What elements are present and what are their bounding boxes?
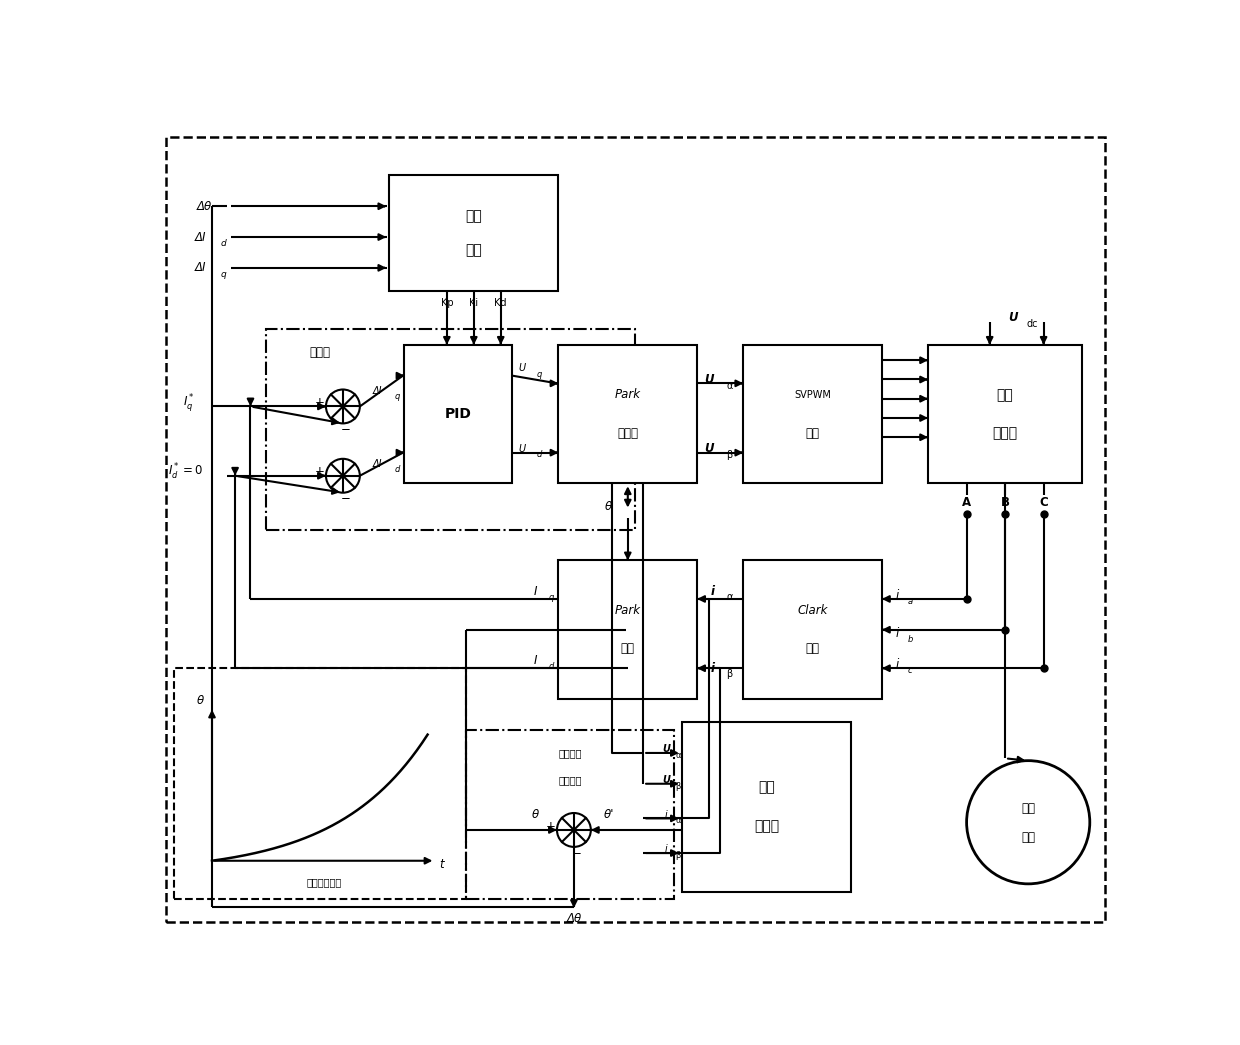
Text: α: α [675,750,681,760]
Text: 整定: 整定 [465,209,482,224]
Text: 调制: 调制 [806,427,820,440]
Text: U: U [1008,311,1018,324]
Text: α: α [675,816,681,826]
Text: 電機: 電機 [1022,831,1035,844]
Text: Park: Park [615,389,641,401]
Text: I: I [533,585,537,598]
Text: U: U [518,444,525,454]
Text: a: a [908,597,913,606]
Text: U: U [662,775,671,785]
Bar [174,668,466,900]
Text: i: i [665,844,667,854]
Text: dc: dc [1027,319,1038,329]
Text: Δθ: Δθ [197,200,212,213]
Text: θ: θ [605,501,613,513]
Bar [558,345,697,484]
Text: −: − [572,846,582,860]
Text: i: i [711,585,714,598]
Text: θ': θ' [604,808,614,821]
Text: U: U [662,744,671,754]
Text: ΔI: ΔI [373,459,382,469]
Text: +: + [315,465,325,479]
Text: 永磁: 永磁 [1022,802,1035,815]
Bar [466,729,675,900]
Bar [682,722,851,891]
Bar [389,176,558,291]
Text: Kp: Kp [440,298,453,307]
Text: $I_d^*=0$: $I_d^*=0$ [167,462,202,482]
Text: d: d [548,663,553,671]
Text: Ki: Ki [469,298,479,307]
Text: U: U [518,363,525,373]
Text: Kd: Kd [495,298,507,307]
Text: 三相: 三相 [997,388,1013,402]
Bar [404,345,512,484]
Text: q: q [537,370,542,378]
Text: Park: Park [615,604,641,617]
Text: β: β [727,450,733,460]
Text: $I_q^*$: $I_q^*$ [184,392,195,414]
Text: U: U [704,373,713,386]
Text: +: + [546,819,556,833]
Text: 角度估算: 角度估算 [558,748,582,758]
Text: 位置: 位置 [758,781,775,794]
Text: 电流环: 电流环 [309,346,330,359]
Text: β: β [727,670,733,679]
Text: t: t [439,858,444,872]
Text: i: i [895,627,899,641]
Text: ΔI: ΔI [195,231,206,243]
Text: α: α [727,593,733,602]
Text: d: d [394,465,399,474]
Text: 変換: 変換 [621,643,635,655]
Text: SVPWM: SVPWM [794,390,831,400]
Circle shape [326,390,360,423]
Text: Δθ: Δθ [567,912,582,925]
Text: I: I [533,654,537,667]
Text: i: i [895,658,899,671]
Text: 逆変換: 逆変換 [618,427,639,440]
Text: 逆変器: 逆変器 [992,426,1018,440]
Bar [743,345,882,484]
Text: 启动给定角度: 启动给定角度 [306,878,341,887]
Text: c: c [908,666,913,675]
Text: i: i [711,661,714,675]
Text: d: d [537,450,542,460]
Text: q: q [221,270,227,279]
Text: 変換: 変換 [806,643,820,655]
Text: q: q [394,392,399,401]
Circle shape [967,761,1090,884]
Circle shape [326,459,360,492]
Bar [743,560,882,699]
Text: 误差计算: 误差计算 [558,775,582,785]
Text: β: β [675,782,681,791]
Text: 模块: 模块 [465,243,482,257]
Circle shape [557,813,590,846]
Text: C: C [1039,496,1048,509]
Text: B: B [1001,496,1009,509]
Text: α: α [727,380,733,391]
Text: θ: θ [532,808,539,821]
Text: −: − [340,423,350,436]
Text: d: d [221,238,227,248]
Text: Clark: Clark [797,604,828,617]
Text: b: b [908,635,913,645]
Text: PID: PID [445,408,472,421]
Text: ΔI: ΔI [373,386,382,396]
Text: β: β [675,851,681,860]
Text: ΔI: ΔI [195,261,206,275]
Text: 估算器: 估算器 [754,819,779,833]
Bar [265,329,635,530]
Text: i: i [665,810,667,819]
Text: i: i [895,588,899,602]
Text: q: q [548,593,553,602]
Text: +: + [315,396,325,409]
Text: θ: θ [197,694,205,707]
Text: −: − [340,492,350,506]
Bar [928,345,1083,484]
Bar [558,560,697,699]
Text: U: U [704,442,713,456]
Text: A: A [962,496,971,509]
